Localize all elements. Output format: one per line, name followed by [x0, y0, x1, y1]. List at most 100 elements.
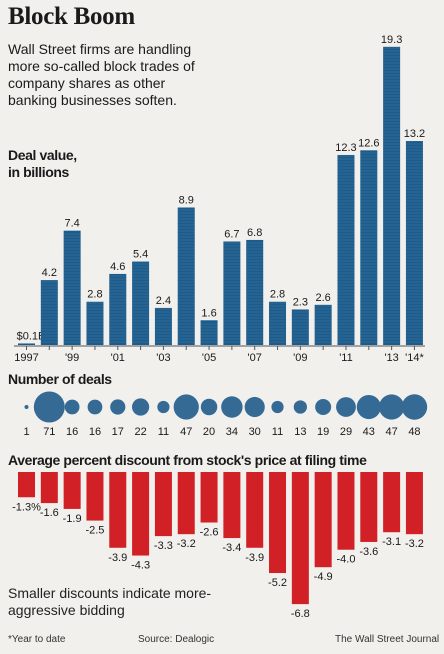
deal-count-label-2013: 47 — [385, 426, 397, 438]
deal-value-bar-2006 — [223, 241, 241, 345]
discount-bar-2011 — [337, 472, 355, 550]
deal-value-label-2008: 2.8 — [270, 289, 285, 301]
discount-bar-2000 — [86, 472, 104, 521]
deal-value-bars: $0.1B 4.2 7.4 2.8 4.6 5.4 2.4 8.9 1.6 6.7 6.8 2.8 2.… — [17, 34, 425, 345]
deal-count-bubble-2007 — [244, 396, 265, 418]
deal-value-bar-2013 — [383, 46, 401, 345]
discount-bar-2013 — [383, 472, 401, 533]
discount-value-label-2014: -3.2 — [405, 538, 424, 550]
discount-label: Average percent discount from stock's pr… — [8, 452, 367, 468]
deal-axis-tick-label: '09 — [293, 352, 307, 364]
deal-count-label-2006: 34 — [226, 426, 238, 438]
deal-count-label-1997: 1 — [23, 426, 29, 438]
deal-count-bubble-2002 — [131, 398, 150, 416]
deal-value-bar-2000 — [86, 301, 104, 345]
deal-count-label-2009: 13 — [294, 426, 306, 438]
discount-bar-2002 — [132, 472, 150, 556]
deal-count-label-2012: 43 — [363, 426, 375, 438]
discount-bar-1997 — [18, 472, 35, 498]
deal-value-label-2009: 2.3 — [293, 296, 308, 308]
deal-value-bar-2008 — [269, 301, 287, 345]
deal-count-label-2001: 17 — [112, 426, 124, 438]
discount-value-label-2009: -6.8 — [291, 608, 310, 620]
deal-value-bar-2011 — [337, 154, 355, 345]
deal-value-bar-2001 — [109, 273, 127, 345]
discount-value-label-2001: -3.9 — [108, 552, 127, 564]
discount-note: Smaller discounts indicate more-aggressi… — [8, 585, 212, 618]
deal-value-label-2007: 6.8 — [247, 227, 262, 239]
deal-count-label-2004: 47 — [180, 426, 192, 438]
deal-value-bar-2007 — [246, 239, 264, 345]
deal-count-bubble-2000 — [87, 399, 103, 415]
deal-value-bar-2009 — [291, 309, 309, 345]
discount-value-label-2006: -3.4 — [222, 542, 241, 554]
deal-axis-tick-label: '07 — [248, 352, 262, 364]
deal-value-label-1999: 7.4 — [64, 218, 79, 230]
footnote: *Year to date — [8, 634, 66, 645]
discount-value-label-1999: -1.9 — [63, 513, 82, 525]
deal-count-bubble-2013 — [379, 394, 405, 420]
deal-value-label-1997: $0.1B — [17, 330, 46, 342]
deal-count-label-1998: 71 — [43, 426, 55, 438]
deal-value-label-1998: 4.2 — [42, 267, 57, 279]
deal-value-bar-2002 — [132, 261, 150, 345]
deal-value-bar-2014 — [405, 141, 423, 345]
deal-count-bubble-2006 — [221, 396, 243, 418]
deal-axis-tick-label: 1997 — [14, 352, 38, 364]
deal-value-label: Deal value, in billions — [8, 147, 128, 181]
deal-value-label-2003: 2.4 — [156, 295, 171, 307]
deal-count-bubble-2001 — [110, 399, 126, 415]
number-of-deals-label: Number of deals — [8, 371, 112, 387]
discount-bar-2012 — [360, 472, 378, 542]
deal-value-label-2014: 13.2 — [404, 128, 425, 140]
deal-value-label-2001: 4.6 — [110, 261, 125, 273]
deal-value-bar-1998 — [40, 280, 58, 345]
discount-value-label-2008: -5.2 — [268, 577, 287, 589]
deal-count-bubble-2005 — [200, 398, 218, 416]
deal-count-label-2008: 11 — [272, 426, 283, 438]
discount-value-label-2004: -3.2 — [177, 538, 196, 550]
deal-value-label-2000: 2.8 — [87, 289, 102, 301]
deal-count-bubble-2011 — [336, 397, 356, 417]
discount-value-label-2000: -2.5 — [85, 525, 104, 537]
deal-value-bar-1997 — [18, 343, 35, 345]
discount-bar-1999 — [63, 472, 81, 509]
deal-value-label-line2: in billions — [8, 164, 69, 180]
deal-count-bubble-2010 — [315, 398, 332, 416]
deal-count-label-2010: 19 — [317, 426, 329, 438]
deal-axis-tick-label: '14* — [405, 352, 424, 364]
deal-count-label-1999: 16 — [66, 426, 78, 438]
deal-count-bubble-1999 — [64, 399, 80, 415]
deal-count-label-2002: 22 — [134, 426, 146, 438]
discount-value-label-2005: -2.6 — [200, 527, 219, 539]
deal-count-bubble-2003 — [157, 400, 170, 414]
discount-bar-2009 — [291, 472, 309, 605]
deal-count-label-2003: 11 — [158, 426, 169, 438]
deal-axis-tick-label: '13 — [384, 352, 398, 364]
discount-value-label-2011: -4.0 — [336, 554, 355, 566]
discount-value-label-2007: -3.9 — [245, 552, 264, 564]
deal-value-label-2002: 5.4 — [133, 249, 148, 261]
deal-axis-tick-label: '05 — [202, 352, 216, 364]
source-credit: Source: Dealogic — [138, 634, 215, 645]
deal-count-bubble-1998 — [33, 391, 65, 423]
deal-count-label-2011: 29 — [340, 426, 352, 438]
deal-value-label-2006: 6.7 — [224, 228, 239, 240]
chart-subtitle: Wall Street firms are handling more so-c… — [8, 41, 195, 108]
deal-count-bubble-2014 — [401, 394, 428, 420]
discount-bar-2003 — [154, 472, 172, 537]
deal-count-bubble-2008 — [271, 400, 284, 414]
discount-value-label-2012: -3.6 — [359, 546, 378, 558]
deal-value-label-2005: 1.6 — [201, 307, 216, 319]
discount-bar-2010 — [314, 472, 332, 568]
discount-value-label-2002: -4.3 — [131, 560, 150, 572]
deal-value-bar-1999 — [63, 230, 81, 345]
deal-count-label-2014: 48 — [408, 426, 420, 438]
discount-bar-1998 — [40, 472, 58, 504]
deal-value-label-2013: 19.3 — [381, 34, 402, 46]
discount-value-label-1997: -1.3% — [12, 501, 41, 513]
discount-value-label-2010: -4.9 — [314, 571, 333, 583]
deal-value-axis: 1997 '99 '01 '03 '05 '07 '09 '11 '13 '14* — [14, 345, 425, 364]
deal-axis-tick-label: '01 — [111, 352, 125, 364]
